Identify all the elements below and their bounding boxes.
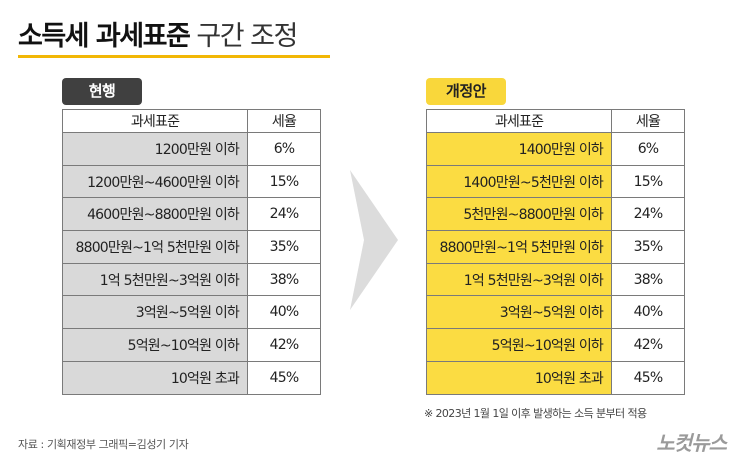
bracket-cell: 1400만원 이하 xyxy=(426,132,612,166)
current-badge: 현행 xyxy=(62,78,142,105)
rate-cell: 35% xyxy=(611,230,685,264)
table-row: 1억 5천만원~3억원 이하 38% xyxy=(62,262,321,297)
bracket-cell: 1억 5천만원~3억원 이하 xyxy=(426,262,612,297)
bracket-cell: 10억원 초과 xyxy=(62,360,248,395)
bracket-cell: 1200만원~4600만원 이하 xyxy=(62,164,248,199)
rate-cell: 42% xyxy=(247,328,321,362)
bracket-cell: 3억원~5억원 이하 xyxy=(62,295,248,330)
rate-cell: 45% xyxy=(247,360,321,395)
table-row: 1200만원~4600만원 이하 15% xyxy=(62,164,321,199)
table-row: 1억 5천만원~3억원 이하 38% xyxy=(426,262,685,297)
table-row: 10억원 초과 45% xyxy=(426,360,685,395)
table-row: 8800만원~1억 5천만원 이하 35% xyxy=(62,230,321,264)
bracket-cell: 8800만원~1억 5천만원 이하 xyxy=(426,230,612,264)
source-credit: 자료 : 기획재정부 그래픽=김성기 기자 xyxy=(18,438,189,451)
bracket-cell: 4600만원~8800만원 이하 xyxy=(62,197,248,232)
rate-cell: 24% xyxy=(611,197,685,232)
rate-cell: 45% xyxy=(611,360,685,395)
rate-cell: 38% xyxy=(611,262,685,297)
page-title-bold: 소득세 과세표준 xyxy=(18,21,191,52)
title-underline xyxy=(18,55,330,58)
rate-cell: 42% xyxy=(611,328,685,362)
rate-cell: 6% xyxy=(611,132,685,166)
rate-cell: 40% xyxy=(611,295,685,330)
bracket-cell: 10억원 초과 xyxy=(426,360,612,395)
bracket-cell: 3억원~5억원 이하 xyxy=(426,295,612,330)
rate-cell: 6% xyxy=(247,132,321,166)
proposal-tax-table: 과세표준 세율 1400만원 이하 6% 1400만원~5천만원 이하 15% 5천… xyxy=(426,109,685,395)
page-title: 소득세 과세표준 구간 조정 xyxy=(18,14,298,53)
bracket-cell: 1억 5천만원~3억원 이하 xyxy=(62,262,248,297)
table-header-row: 과세표준 세율 xyxy=(426,109,685,133)
table-row: 3억원~5억원 이하 40% xyxy=(426,295,685,330)
rate-cell: 38% xyxy=(247,262,321,297)
header-rate: 세율 xyxy=(611,109,685,133)
table-row: 3억원~5억원 이하 40% xyxy=(62,295,321,330)
header-rate: 세율 xyxy=(247,109,321,133)
page-title-light: 구간 조정 xyxy=(196,21,298,52)
bracket-cell: 1400만원~5천만원 이하 xyxy=(426,164,612,199)
bracket-cell: 5억원~10억원 이하 xyxy=(62,328,248,362)
footnote: ※ 2023년 1월 1일 이후 발생하는 소득 분부터 적용 xyxy=(424,407,647,420)
table-row: 1400만원 이하 6% xyxy=(426,132,685,166)
table-row: 10억원 초과 45% xyxy=(62,360,321,395)
table-row: 5억원~10억원 이하 42% xyxy=(62,328,321,362)
proposal-badge: 개정안 xyxy=(426,78,506,105)
table-row: 5억원~10억원 이하 42% xyxy=(426,328,685,362)
bracket-cell: 5억원~10억원 이하 xyxy=(426,328,612,362)
table-row: 8800만원~1억 5천만원 이하 35% xyxy=(426,230,685,264)
bracket-cell: 1200만원 이하 xyxy=(62,132,248,166)
header-bracket: 과세표준 xyxy=(426,109,612,133)
rate-cell: 40% xyxy=(247,295,321,330)
arrow-right-icon xyxy=(350,170,398,310)
rate-cell: 35% xyxy=(247,230,321,264)
table-header-row: 과세표준 세율 xyxy=(62,109,321,133)
rate-cell: 15% xyxy=(247,164,321,199)
table-row: 5천만원~8800만원 이하 24% xyxy=(426,197,685,232)
current-tax-table: 과세표준 세율 1200만원 이하 6% 1200만원~4600만원 이하 15% … xyxy=(62,109,321,395)
table-row: 4600만원~8800만원 이하 24% xyxy=(62,197,321,232)
bracket-cell: 8800만원~1억 5천만원 이하 xyxy=(62,230,248,264)
header-bracket: 과세표준 xyxy=(62,109,248,133)
rate-cell: 15% xyxy=(611,164,685,199)
brand-logo: 노컷뉴스 xyxy=(656,431,727,455)
bracket-cell: 5천만원~8800만원 이하 xyxy=(426,197,612,232)
table-row: 1200만원 이하 6% xyxy=(62,132,321,166)
rate-cell: 24% xyxy=(247,197,321,232)
table-row: 1400만원~5천만원 이하 15% xyxy=(426,164,685,199)
